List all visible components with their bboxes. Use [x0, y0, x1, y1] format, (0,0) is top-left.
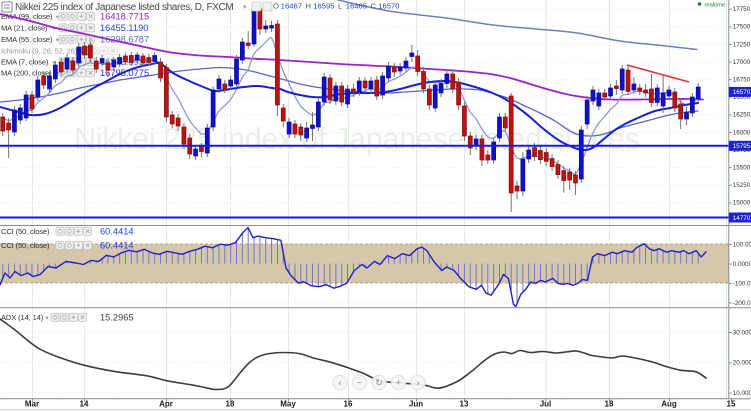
svg-text:Nikkei 225 index of Japanese l: Nikkei 225 index of Japanese listed shar… [15, 2, 233, 13]
svg-text:13: 13 [460, 400, 469, 409]
svg-text:Jun: Jun [409, 400, 423, 409]
svg-text:15000: 15000 [733, 200, 751, 207]
svg-text:▾: ▾ [52, 26, 56, 33]
svg-text:Apr: Apr [159, 400, 173, 409]
svg-text:17000: 17000 [733, 59, 751, 66]
svg-text:17250: 17250 [733, 41, 751, 48]
svg-text:14: 14 [80, 400, 89, 409]
svg-text:15.2965: 15.2965 [100, 313, 134, 323]
svg-text:Mar: Mar [25, 400, 39, 409]
svg-text:16595: 16595 [313, 2, 334, 11]
svg-text:▾: ▾ [56, 37, 60, 44]
svg-text:−: − [357, 378, 362, 388]
svg-text:▾: ▾ [56, 14, 60, 21]
svg-text:▾: ▾ [45, 315, 49, 322]
svg-text:EMA (7, close): EMA (7, close) [1, 58, 49, 67]
svg-text:17750: 17750 [733, 6, 751, 13]
svg-text:14770: 14770 [733, 215, 751, 222]
svg-text:MA (200, close): MA (200, close) [1, 69, 52, 78]
svg-text:60.4414: 60.4414 [100, 227, 134, 237]
svg-text:15500: 15500 [733, 165, 751, 172]
svg-text:18: 18 [605, 400, 614, 409]
svg-text:15795: 15795 [733, 143, 751, 150]
svg-text:CCI (50, close): CCI (50, close) [1, 227, 50, 236]
svg-text:16465: 16465 [346, 2, 367, 11]
svg-text:16750: 16750 [733, 77, 751, 84]
svg-text:ADX (14, 14): ADX (14, 14) [1, 313, 44, 322]
svg-text:16500: 16500 [733, 94, 751, 101]
svg-text:16467: 16467 [281, 2, 302, 11]
svg-text:↻: ↻ [375, 378, 383, 388]
svg-text:May: May [280, 400, 296, 409]
svg-text:O: O [273, 2, 279, 11]
svg-text:EMA (55, close): EMA (55, close) [1, 35, 53, 44]
svg-text:▾: ▾ [243, 4, 247, 11]
svg-text:▾: ▾ [56, 71, 60, 78]
svg-text:Nikkei 225 index of Japanese l: Nikkei 225 index of Japanese listed shar… [74, 122, 640, 156]
svg-text:16298.6787: 16298.6787 [100, 35, 149, 45]
svg-text:18: 18 [226, 400, 235, 409]
svg-text:+: + [396, 378, 401, 388]
svg-text:C: C [371, 2, 377, 11]
svg-text:Aug: Aug [661, 400, 677, 409]
svg-text:-100.0: -100.0 [733, 280, 751, 287]
svg-text:16795.0775: 16795.0775 [100, 68, 149, 78]
svg-text:16418.7715: 16418.7715 [100, 12, 149, 22]
svg-text:16570: 16570 [378, 2, 399, 11]
svg-text:15: 15 [727, 400, 736, 409]
svg-text:20.0000: 20.0000 [733, 360, 751, 367]
svg-text:16570: 16570 [733, 89, 751, 96]
svg-text:EMA (99, close): EMA (99, close) [1, 12, 53, 21]
svg-text:H: H [306, 2, 311, 11]
svg-text:‹: ‹ [339, 378, 342, 388]
svg-text:›: › [417, 378, 420, 388]
svg-text:realtime: realtime [705, 2, 726, 8]
svg-text:16250: 16250 [733, 112, 751, 119]
svg-text:60.4414: 60.4414 [100, 241, 134, 251]
svg-text:15250: 15250 [733, 182, 751, 189]
svg-text:16000: 16000 [733, 129, 751, 136]
svg-text:CCI (50, close): CCI (50, close) [1, 241, 50, 250]
svg-text:16: 16 [344, 400, 353, 409]
svg-text:MA (21, close): MA (21, close) [1, 24, 48, 33]
svg-text:30.0000: 30.0000 [733, 329, 751, 336]
svg-text:Jul: Jul [540, 400, 552, 409]
svg-text:L: L [338, 2, 342, 11]
svg-text:100.00: 100.00 [733, 241, 751, 248]
svg-text:Ichimoku (9, 26, 52, 26): Ichimoku (9, 26, 52, 26) [1, 47, 78, 56]
svg-text:10.0000: 10.0000 [733, 390, 751, 397]
svg-text:16455.1190: 16455.1190 [100, 23, 148, 33]
svg-text:-200.0: -200.0 [733, 300, 751, 307]
svg-text:▾: ▾ [52, 60, 56, 67]
svg-text:0.0000: 0.0000 [733, 261, 751, 268]
svg-text:17500: 17500 [733, 24, 751, 31]
